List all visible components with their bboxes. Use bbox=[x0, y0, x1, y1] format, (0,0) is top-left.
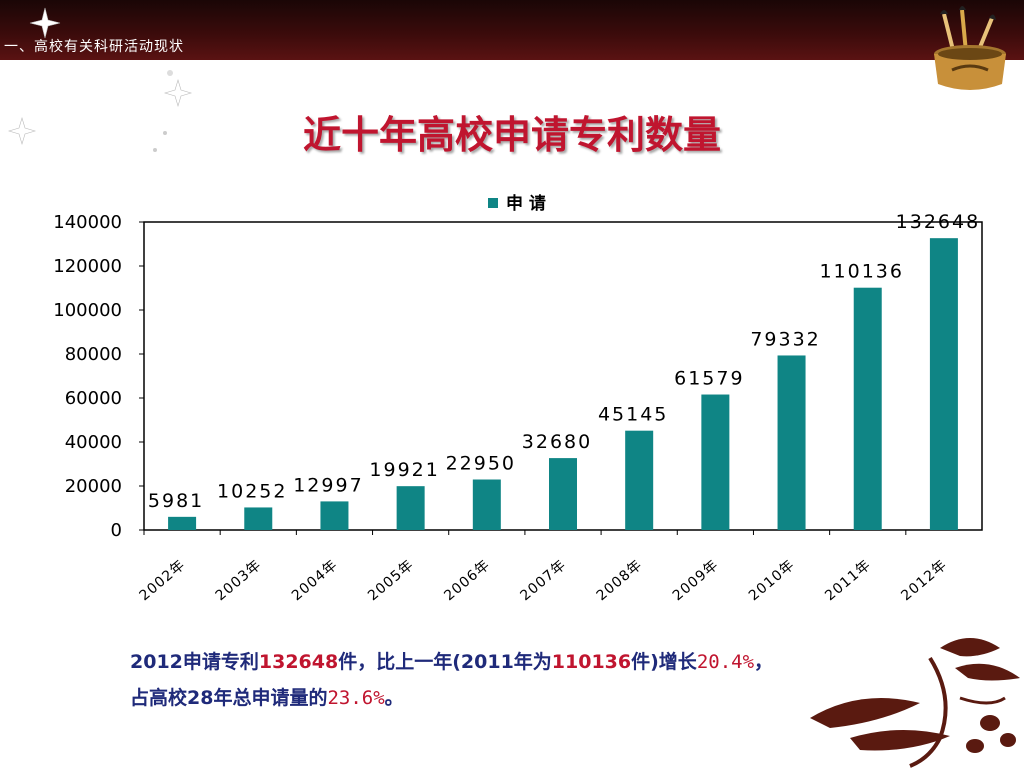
summary-text-part: 件)增长 bbox=[631, 651, 697, 673]
data-label: 32680 bbox=[522, 431, 592, 453]
data-label: 110136 bbox=[819, 261, 904, 283]
summary-text-part: 。 bbox=[384, 687, 404, 709]
x-tick-label: 2011年 bbox=[822, 557, 874, 604]
summary-text-part: 2012申请专利 bbox=[130, 651, 259, 673]
summary-line-1: 2012申请专利132648件，比上一年(2011年为110136件)增长20.… bbox=[130, 644, 773, 680]
bar bbox=[168, 516, 197, 530]
y-tick-label: 0 bbox=[111, 520, 122, 541]
y-tick-label: 100000 bbox=[53, 300, 122, 321]
x-tick-label: 2012年 bbox=[898, 557, 950, 604]
patent-bar-chart: 0 20000 40000 60000 80000 100000 120000 140000 5… bbox=[0, 180, 1024, 620]
y-tick-label: 80000 bbox=[65, 344, 122, 365]
bar bbox=[549, 458, 577, 530]
data-label: 45145 bbox=[598, 404, 668, 426]
section-label: 一、高校有关科研活动现状 bbox=[4, 39, 184, 55]
data-label: 10252 bbox=[217, 480, 287, 502]
data-label: 132648 bbox=[896, 211, 981, 233]
x-tick-label: 2003年 bbox=[213, 557, 265, 604]
data-label: 61579 bbox=[674, 368, 744, 390]
summary-highlight-2012-count: 132648 bbox=[258, 651, 339, 673]
x-tick-label: 2009年 bbox=[670, 557, 722, 604]
bar bbox=[244, 507, 273, 530]
bar bbox=[396, 486, 425, 530]
brush-pot-icon bbox=[934, 6, 1006, 90]
summary-text-part: 件，比上一年(2011年为 bbox=[338, 651, 552, 673]
data-label: 5981 bbox=[148, 490, 204, 512]
data-label: 22950 bbox=[446, 453, 516, 475]
bar bbox=[472, 479, 501, 530]
legend-swatch bbox=[488, 198, 498, 208]
chart-svg: 0 20000 40000 60000 80000 100000 120000 140000 5… bbox=[53, 193, 983, 604]
y-tick-label: 40000 bbox=[65, 432, 122, 453]
summary-text-part: 占高校28年总申请量的 bbox=[130, 687, 328, 709]
legend-label: 申 请 bbox=[506, 193, 546, 214]
x-tick-label: 2002年 bbox=[137, 557, 189, 604]
y-tick-label: 120000 bbox=[53, 256, 122, 277]
y-tick-label: 140000 bbox=[53, 212, 122, 233]
y-tick-label: 20000 bbox=[65, 476, 122, 497]
summary-growth-rate: 20.4% bbox=[696, 651, 755, 673]
y-tick-label: 60000 bbox=[65, 388, 122, 409]
x-tick-label: 2004年 bbox=[289, 557, 341, 604]
x-tick-label: 2007年 bbox=[517, 557, 569, 604]
bar bbox=[320, 501, 349, 530]
floral-ornament-decoration bbox=[810, 638, 1020, 768]
x-tick-label: 2010年 bbox=[746, 557, 798, 604]
summary-highlight-2011-count: 110136 bbox=[551, 651, 632, 673]
data-label: 19921 bbox=[369, 459, 439, 481]
x-tick-label: 2008年 bbox=[594, 557, 646, 604]
slide-title: 近十年高校申请专利数量 bbox=[302, 113, 721, 157]
bar bbox=[929, 238, 958, 530]
summary-text: 2012申请专利132648件，比上一年(2011年为110136件)增长20.… bbox=[130, 644, 773, 716]
data-label: 12997 bbox=[293, 474, 363, 496]
bar bbox=[701, 394, 730, 530]
x-tick-label: 2006年 bbox=[441, 557, 493, 604]
summary-line-2: 占高校28年总申请量的23.6%。 bbox=[130, 680, 773, 716]
bar bbox=[853, 287, 882, 530]
summary-share-rate: 23.6% bbox=[327, 687, 385, 709]
sparkle-decoration bbox=[7, 7, 193, 152]
bar bbox=[625, 430, 654, 530]
x-tick-label: 2005年 bbox=[365, 557, 417, 604]
bar bbox=[777, 355, 806, 530]
summary-text-part: ， bbox=[754, 651, 774, 673]
data-label: 79332 bbox=[750, 328, 820, 350]
header-bar bbox=[0, 0, 1024, 60]
